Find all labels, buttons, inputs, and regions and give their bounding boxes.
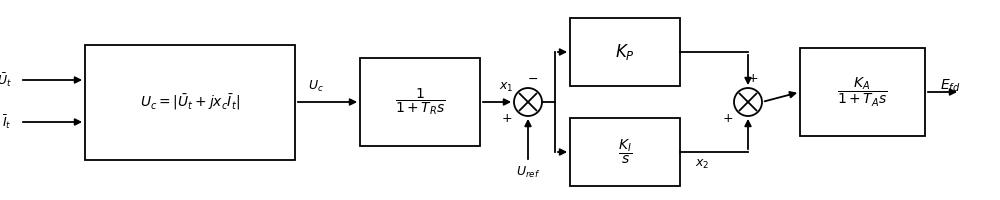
Text: $\dfrac{1}{1+T_R s}$: $\dfrac{1}{1+T_R s}$ bbox=[395, 87, 445, 117]
Text: $\bar{U}_t$: $\bar{U}_t$ bbox=[0, 71, 12, 89]
Bar bbox=[800, 48, 925, 136]
Text: $x_1$: $x_1$ bbox=[499, 81, 513, 94]
Text: $U_c$: $U_c$ bbox=[308, 79, 324, 94]
Text: $\bar{I}_t$: $\bar{I}_t$ bbox=[2, 113, 12, 131]
Circle shape bbox=[734, 88, 762, 116]
Bar bbox=[85, 45, 295, 160]
Bar bbox=[570, 118, 680, 186]
Circle shape bbox=[514, 88, 542, 116]
Text: $+$: $+$ bbox=[747, 72, 759, 85]
Text: $E_{fd}$: $E_{fd}$ bbox=[940, 78, 960, 94]
Text: $+$: $+$ bbox=[722, 112, 733, 124]
Text: $K_P$: $K_P$ bbox=[615, 42, 635, 62]
Text: $-$: $-$ bbox=[527, 72, 539, 85]
Text: $\dfrac{K_I}{s}$: $\dfrac{K_I}{s}$ bbox=[618, 138, 632, 166]
Text: $U_{ref}$: $U_{ref}$ bbox=[516, 165, 540, 180]
Bar bbox=[360, 58, 480, 146]
Text: $U_c = |\bar{U}_t + jx_c\bar{I}_t|$: $U_c = |\bar{U}_t + jx_c\bar{I}_t|$ bbox=[140, 93, 240, 112]
Text: $\dfrac{K_A}{1+T_A s}$: $\dfrac{K_A}{1+T_A s}$ bbox=[837, 75, 888, 109]
Text: $+$: $+$ bbox=[501, 112, 512, 124]
Bar bbox=[570, 18, 680, 86]
Text: $x_2$: $x_2$ bbox=[695, 158, 709, 171]
